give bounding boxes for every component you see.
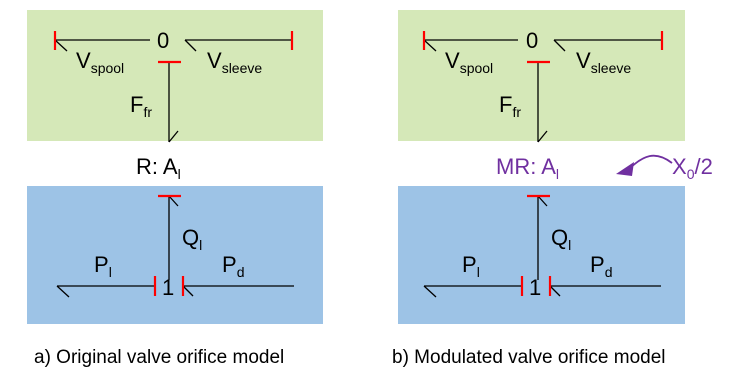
q-l-subscript: l — [568, 237, 571, 253]
resistor-symbol: A — [541, 154, 556, 179]
f-fr-symbol: F — [499, 92, 512, 117]
p-d-label: Pd — [590, 252, 612, 280]
mechanical-domain-box — [398, 10, 685, 141]
f-fr-subscript: fr — [143, 104, 152, 120]
f-fr-bond — [158, 60, 181, 143]
v-sleeve-label: Vsleeve — [576, 48, 631, 76]
q-l-subscript: l — [199, 237, 202, 253]
q-l-bond — [158, 194, 181, 280]
modulation-suffix: /2 — [694, 154, 712, 179]
f-fr-bond — [527, 60, 550, 143]
caption-a: a) Original valve orifice model — [34, 347, 284, 368]
one-junction: 1 — [162, 275, 174, 300]
resistor-subscript: l — [178, 166, 181, 182]
q-l-label: Ql — [551, 225, 571, 253]
modulated-resistor-label: MR: Al — [496, 154, 559, 182]
p-d-bond — [548, 276, 661, 297]
resistor-prefix: MR: — [496, 154, 541, 179]
q-l-symbol: Q — [182, 225, 199, 250]
f-fr-subscript: fr — [512, 104, 521, 120]
v-sleeve-subscript: sleeve — [591, 60, 632, 76]
q-l-label: Ql — [182, 225, 202, 253]
resistor-subscript: l — [556, 166, 559, 182]
zero-junction: 0 — [157, 28, 169, 53]
v-spool-symbol: V — [76, 48, 91, 73]
p-d-symbol: P — [222, 252, 237, 277]
one-junction: 1 — [529, 275, 541, 300]
v-spool-bond — [53, 31, 150, 52]
modulation-input-label: X0/2 — [672, 154, 713, 182]
p-d-bond — [181, 276, 294, 297]
v-sleeve-label: Vsleeve — [207, 48, 262, 76]
p-l-bond — [56, 276, 157, 298]
p-l-label: Pl — [462, 252, 480, 280]
panel-a: 0 Vspool Vsleeve Ffr R: Al Ql 1 Pl Pd a)… — [27, 10, 323, 368]
zero-junction: 0 — [526, 28, 538, 53]
p-d-symbol: P — [590, 252, 605, 277]
p-d-label: Pd — [222, 252, 244, 280]
v-spool-label: Vspool — [445, 48, 493, 76]
p-l-subscript: l — [477, 264, 480, 280]
modulation-symbol: X — [672, 154, 687, 179]
q-l-symbol: Q — [551, 225, 568, 250]
resistor-symbol: A — [163, 154, 178, 179]
f-fr-label: Ffr — [130, 92, 152, 120]
hydraulic-domain-box — [27, 186, 323, 324]
p-l-symbol: P — [462, 252, 477, 277]
v-sleeve-bond — [553, 31, 664, 52]
v-spool-symbol: V — [445, 48, 460, 73]
modulation-subscript: 0 — [687, 166, 695, 182]
p-l-label: Pl — [94, 252, 112, 280]
v-spool-subscript: spool — [91, 60, 124, 76]
v-sleeve-symbol: V — [207, 48, 222, 73]
modulation-signal-arrow — [616, 154, 673, 176]
p-d-subscript: d — [237, 264, 245, 280]
p-d-subscript: d — [605, 264, 613, 280]
q-l-bond — [527, 194, 550, 280]
p-l-subscript: l — [109, 264, 112, 280]
f-fr-symbol: F — [130, 92, 143, 117]
v-sleeve-subscript: sleeve — [222, 60, 263, 76]
hydraulic-domain-box — [398, 186, 685, 324]
v-sleeve-bond — [184, 31, 294, 52]
v-sleeve-symbol: V — [576, 48, 591, 73]
caption-b: b) Modulated valve orifice model — [392, 347, 666, 368]
resistor-prefix: R: — [136, 154, 163, 179]
p-l-symbol: P — [94, 252, 109, 277]
mechanical-domain-box — [27, 10, 323, 141]
p-l-bond — [423, 276, 524, 298]
v-spool-subscript: spool — [460, 60, 493, 76]
v-spool-bond — [422, 31, 518, 52]
f-fr-label: Ffr — [499, 92, 521, 120]
resistor-label: R: Al — [136, 154, 181, 182]
panel-b: 0 Vspool Vsleeve Ffr MR: Al X0/2 Ql 1 Pl — [392, 10, 713, 368]
v-spool-label: Vspool — [76, 48, 124, 76]
